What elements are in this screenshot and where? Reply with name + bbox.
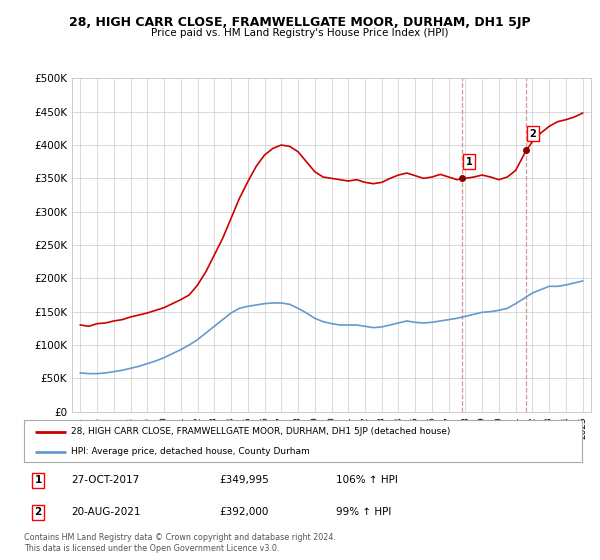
Text: Price paid vs. HM Land Registry's House Price Index (HPI): Price paid vs. HM Land Registry's House …	[151, 28, 449, 38]
Text: £392,000: £392,000	[220, 507, 269, 517]
Text: 1: 1	[466, 157, 472, 167]
Text: 28, HIGH CARR CLOSE, FRAMWELLGATE MOOR, DURHAM, DH1 5JP (detached house): 28, HIGH CARR CLOSE, FRAMWELLGATE MOOR, …	[71, 427, 451, 436]
Text: Contains HM Land Registry data © Crown copyright and database right 2024.
This d: Contains HM Land Registry data © Crown c…	[24, 533, 336, 553]
Text: 20-AUG-2021: 20-AUG-2021	[71, 507, 141, 517]
Text: £349,995: £349,995	[220, 475, 269, 486]
Text: 106% ↑ HPI: 106% ↑ HPI	[337, 475, 398, 486]
Text: 2: 2	[530, 129, 536, 139]
Text: 2: 2	[34, 507, 41, 517]
Text: 27-OCT-2017: 27-OCT-2017	[71, 475, 140, 486]
Text: 1: 1	[34, 475, 41, 486]
Text: HPI: Average price, detached house, County Durham: HPI: Average price, detached house, Coun…	[71, 447, 310, 456]
Text: 99% ↑ HPI: 99% ↑ HPI	[337, 507, 392, 517]
Text: 28, HIGH CARR CLOSE, FRAMWELLGATE MOOR, DURHAM, DH1 5JP: 28, HIGH CARR CLOSE, FRAMWELLGATE MOOR, …	[69, 16, 531, 29]
